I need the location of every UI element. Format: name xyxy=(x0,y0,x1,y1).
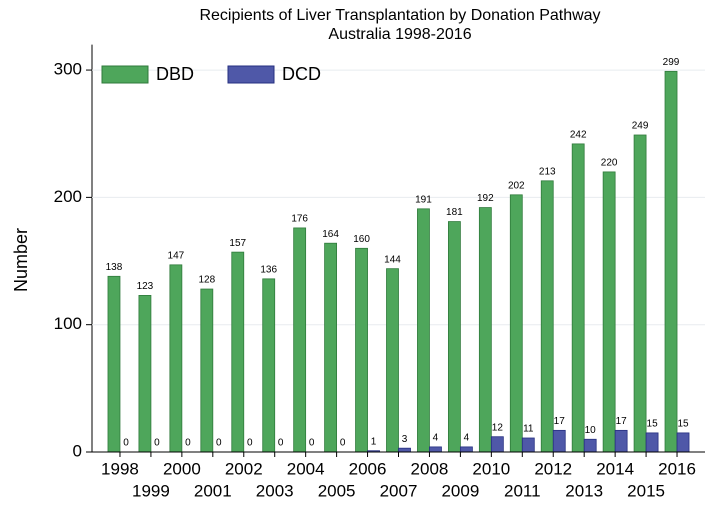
value-label: 0 xyxy=(340,438,346,449)
bar xyxy=(231,251,245,453)
value-label: 249 xyxy=(632,121,649,132)
value-label: 17 xyxy=(616,416,628,427)
y-tick-label: 100 xyxy=(54,314,82,333)
x-tick-label: 2011 xyxy=(504,481,541,500)
value-label: 144 xyxy=(384,254,401,265)
x-tick-label: 2009 xyxy=(441,481,479,500)
value-label: 138 xyxy=(106,262,123,273)
value-label: 15 xyxy=(647,419,659,430)
x-tick-label: 2008 xyxy=(411,459,449,478)
value-label: 11 xyxy=(523,424,534,435)
x-tick-label: 2000 xyxy=(163,459,201,478)
bar xyxy=(490,436,504,453)
legend-swatch xyxy=(101,65,149,84)
x-tick-label: 2016 xyxy=(658,459,696,478)
bar xyxy=(509,194,523,453)
legend-label: DBD xyxy=(156,64,194,84)
bar xyxy=(138,295,152,453)
x-tick-label: 2012 xyxy=(534,459,572,478)
bar xyxy=(169,264,183,453)
x-tick-label: 2014 xyxy=(596,459,634,478)
value-label: 10 xyxy=(585,425,597,436)
value-label: 176 xyxy=(291,214,308,225)
bar xyxy=(447,221,461,453)
y-tick-label: 0 xyxy=(73,441,82,460)
value-label: 128 xyxy=(198,275,215,286)
bar xyxy=(107,275,121,453)
bar xyxy=(614,429,628,453)
x-tick-label: 2007 xyxy=(380,481,418,500)
y-tick-label: 300 xyxy=(54,60,82,79)
bar xyxy=(633,134,647,453)
bar xyxy=(200,288,214,453)
value-label: 160 xyxy=(353,234,370,245)
value-label: 0 xyxy=(247,438,253,449)
bar xyxy=(324,242,338,453)
value-label: 299 xyxy=(663,57,680,68)
bar xyxy=(664,70,678,453)
value-label: 220 xyxy=(601,158,618,169)
bar xyxy=(521,437,535,453)
value-label: 17 xyxy=(554,416,566,427)
x-tick-label: 2015 xyxy=(627,481,665,500)
value-label: 0 xyxy=(216,438,222,449)
x-tick-label: 2010 xyxy=(472,459,510,478)
x-tick-label: 2013 xyxy=(565,481,603,500)
x-tick-label: 2001 xyxy=(194,481,232,500)
bar xyxy=(262,278,276,453)
value-label: 0 xyxy=(123,438,129,449)
value-label: 0 xyxy=(278,438,284,449)
bar xyxy=(583,438,597,453)
value-label: 0 xyxy=(185,438,191,449)
value-label: 191 xyxy=(415,194,432,205)
value-label: 123 xyxy=(137,281,154,292)
bar xyxy=(552,429,566,453)
value-label: 1 xyxy=(371,436,377,447)
bar xyxy=(355,247,368,453)
value-label: 3 xyxy=(402,434,408,445)
x-tick-label: 2006 xyxy=(349,459,387,478)
bar xyxy=(398,447,411,453)
bar xyxy=(293,227,307,453)
legend-label: DCD xyxy=(282,64,321,84)
x-tick-label: 1999 xyxy=(132,481,170,500)
value-label: 213 xyxy=(539,166,556,177)
value-label: 147 xyxy=(168,250,185,261)
bar xyxy=(645,432,659,453)
bar xyxy=(676,432,690,453)
value-label: 202 xyxy=(508,180,525,191)
x-tick-label: 2002 xyxy=(225,459,263,478)
x-tick-label: 1998 xyxy=(101,459,139,478)
bar xyxy=(429,446,442,453)
bar xyxy=(602,171,616,453)
value-label: 12 xyxy=(492,422,504,433)
value-label: 192 xyxy=(477,193,494,204)
y-axis-label: Number xyxy=(11,228,31,292)
value-label: 136 xyxy=(260,264,277,275)
bar xyxy=(459,446,473,453)
chart-title: Recipients of Liver Transplantation by D… xyxy=(199,7,600,24)
y-tick-label: 200 xyxy=(54,187,82,206)
value-label: 164 xyxy=(322,229,339,240)
value-label: 181 xyxy=(446,207,463,218)
x-tick-label: 2004 xyxy=(287,459,325,478)
legend-swatch xyxy=(227,65,275,84)
value-label: 0 xyxy=(309,438,315,449)
x-tick-label: 2005 xyxy=(318,481,356,500)
chart-subtitle: Australia 1998-2016 xyxy=(328,26,471,43)
x-tick-label: 2003 xyxy=(256,481,294,500)
value-label: 242 xyxy=(570,130,587,141)
value-label: 15 xyxy=(677,419,689,430)
bar xyxy=(417,208,430,453)
value-label: 4 xyxy=(433,433,439,444)
value-label: 157 xyxy=(229,238,246,249)
value-label: 0 xyxy=(154,438,160,449)
bar xyxy=(540,180,554,453)
bar xyxy=(571,143,585,453)
bar xyxy=(386,268,399,453)
value-label: 4 xyxy=(464,433,470,444)
bar xyxy=(478,207,492,453)
